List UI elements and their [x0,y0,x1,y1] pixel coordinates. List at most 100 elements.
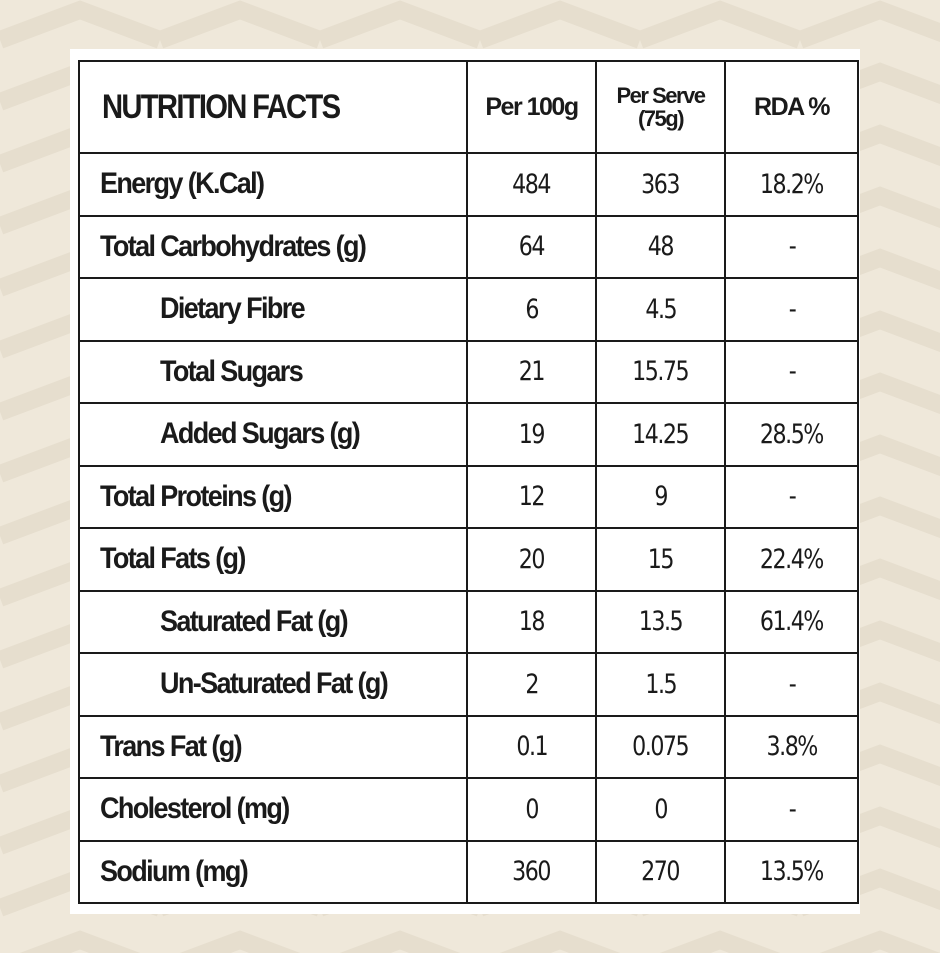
nutrient-name: Sodium (mg) [100,854,249,888]
value-per-serve-cell: 0.075 [595,714,726,779]
value-per-100g-cell: 484 [466,152,597,217]
nutrient-name: Trans Fat (g) [100,729,243,763]
value-rda-cell: 18.2% [724,152,859,217]
value-per-serve-cell: 4.5 [595,277,726,342]
value-rda: 61.4% [760,606,824,638]
value-rda: - [788,481,796,513]
value-per-serve: 15.75 [632,356,689,388]
value-rda: 22.4% [760,543,824,575]
value-rda: 18.2% [760,168,824,200]
value-per-100g: 18 [518,606,546,638]
value-per-serve-cell: 0 [595,777,726,842]
table-row: Dietary Fibre 6 4.5 - [78,277,859,342]
table-row: Sodium (mg) 360 270 13.5% [78,839,859,904]
value-per-100g: 0.1 [516,731,548,763]
value-per-serve-cell: 15 [595,527,726,592]
value-per-100g-cell: 2 [466,652,597,717]
value-rda-cell: 22.4% [724,527,859,592]
value-per-serve-cell: 270 [595,839,726,904]
value-per-serve-cell: 14.25 [595,402,726,467]
nutrition-facts-table: NUTRITION FACTS Per 100g Per Serve (75g)… [78,60,859,904]
value-per-100g-cell: 20 [466,527,597,592]
value-rda: - [788,293,796,325]
value-rda: - [788,231,796,263]
column-header-per-serve: Per Serve (75g) [595,60,726,154]
value-per-serve-cell: 15.75 [595,339,726,404]
table-row: Total Fats (g) 20 15 22.4% [78,527,859,592]
value-per-serve-cell: 48 [595,214,726,279]
value-rda: - [788,356,796,388]
nutrient-name: Total Sugars [160,354,304,388]
value-per-serve: 270 [641,856,681,888]
nutrient-name-cell: Total Fats (g) [78,527,468,592]
nutrient-name-cell: Trans Fat (g) [78,714,468,779]
table-row: Total Proteins (g) 12 9 - [78,464,859,529]
value-rda: - [788,668,796,700]
nutrient-name: Dietary Fibre [160,292,306,326]
value-per-100g: 6 [525,293,539,325]
table-row: Un-Saturated Fat (g) 2 1.5 - [78,652,859,717]
value-per-100g: 19 [518,418,546,450]
value-per-serve: 0.075 [632,731,689,763]
value-per-serve: 0 [654,793,668,825]
table-header-row: NUTRITION FACTS Per 100g Per Serve (75g)… [78,60,859,154]
value-rda-cell: 13.5% [724,839,859,904]
value-per-100g-cell: 6 [466,277,597,342]
value-per-100g: 484 [512,168,552,200]
value-per-serve: 13.5 [638,606,684,638]
value-per-100g: 64 [518,231,546,263]
value-per-100g: 20 [518,543,546,575]
value-per-100g: 12 [518,481,546,513]
nutrient-name: Cholesterol (mg) [100,792,290,826]
value-per-100g-cell: 18 [466,589,597,654]
value-per-serve: 15 [647,543,675,575]
value-per-100g-cell: 12 [466,464,597,529]
value-rda: 28.5% [760,418,824,450]
table-row: Trans Fat (g) 0.1 0.075 3.8% [78,714,859,779]
value-rda: 13.5% [760,856,824,888]
nutrient-name-cell: Un-Saturated Fat (g) [78,652,468,717]
column-header-rda: RDA % [724,60,859,154]
nutrient-name-cell: Saturated Fat (g) [78,589,468,654]
table-row: Total Carbohydrates (g) 64 48 - [78,214,859,279]
value-rda-cell: 61.4% [724,589,859,654]
value-per-serve-cell: 9 [595,464,726,529]
value-rda-cell: - [724,652,859,717]
value-rda-cell: - [724,277,859,342]
value-rda-cell: - [724,339,859,404]
nutrient-name-cell: Total Carbohydrates (g) [78,214,468,279]
column-header-per-100g: Per 100g [466,60,597,154]
nutrient-name-cell: Added Sugars (g) [78,402,468,467]
value-per-serve: 4.5 [645,293,677,325]
value-per-serve: 363 [641,168,681,200]
value-per-100g-cell: 19 [466,402,597,467]
table-row: Added Sugars (g) 19 14.25 28.5% [78,402,859,467]
value-per-serve-cell: 1.5 [595,652,726,717]
nutrient-name: Energy (K.Cal) [100,167,265,201]
value-per-100g: 21 [518,356,546,388]
nutrient-name-cell: Dietary Fibre [78,277,468,342]
value-per-serve: 9 [654,481,668,513]
table-row: Total Sugars 21 15.75 - [78,339,859,404]
table-row: Energy (K.Cal) 484 363 18.2% [78,152,859,217]
nutrient-name-cell: Energy (K.Cal) [78,152,468,217]
value-per-serve-cell: 363 [595,152,726,217]
nutrient-name: Un-Saturated Fat (g) [160,667,389,701]
value-rda-cell: - [724,214,859,279]
nutrition-facts-heading: NUTRITION FACTS [78,60,468,154]
nutrient-name-cell: Sodium (mg) [78,839,468,904]
value-rda: - [788,793,796,825]
nutrient-name-cell: Total Sugars [78,339,468,404]
value-per-100g: 2 [525,668,539,700]
value-per-100g-cell: 21 [466,339,597,404]
value-per-100g-cell: 0.1 [466,714,597,779]
value-per-100g-cell: 360 [466,839,597,904]
value-per-100g-cell: 0 [466,777,597,842]
value-per-serve-cell: 13.5 [595,589,726,654]
value-rda-cell: 3.8% [724,714,859,779]
nutrient-name: Saturated Fat (g) [160,604,349,638]
value-per-serve: 14.25 [632,418,689,450]
value-per-serve: 48 [647,231,675,263]
nutrient-name: Total Fats (g) [100,542,246,576]
value-rda-cell: - [724,464,859,529]
